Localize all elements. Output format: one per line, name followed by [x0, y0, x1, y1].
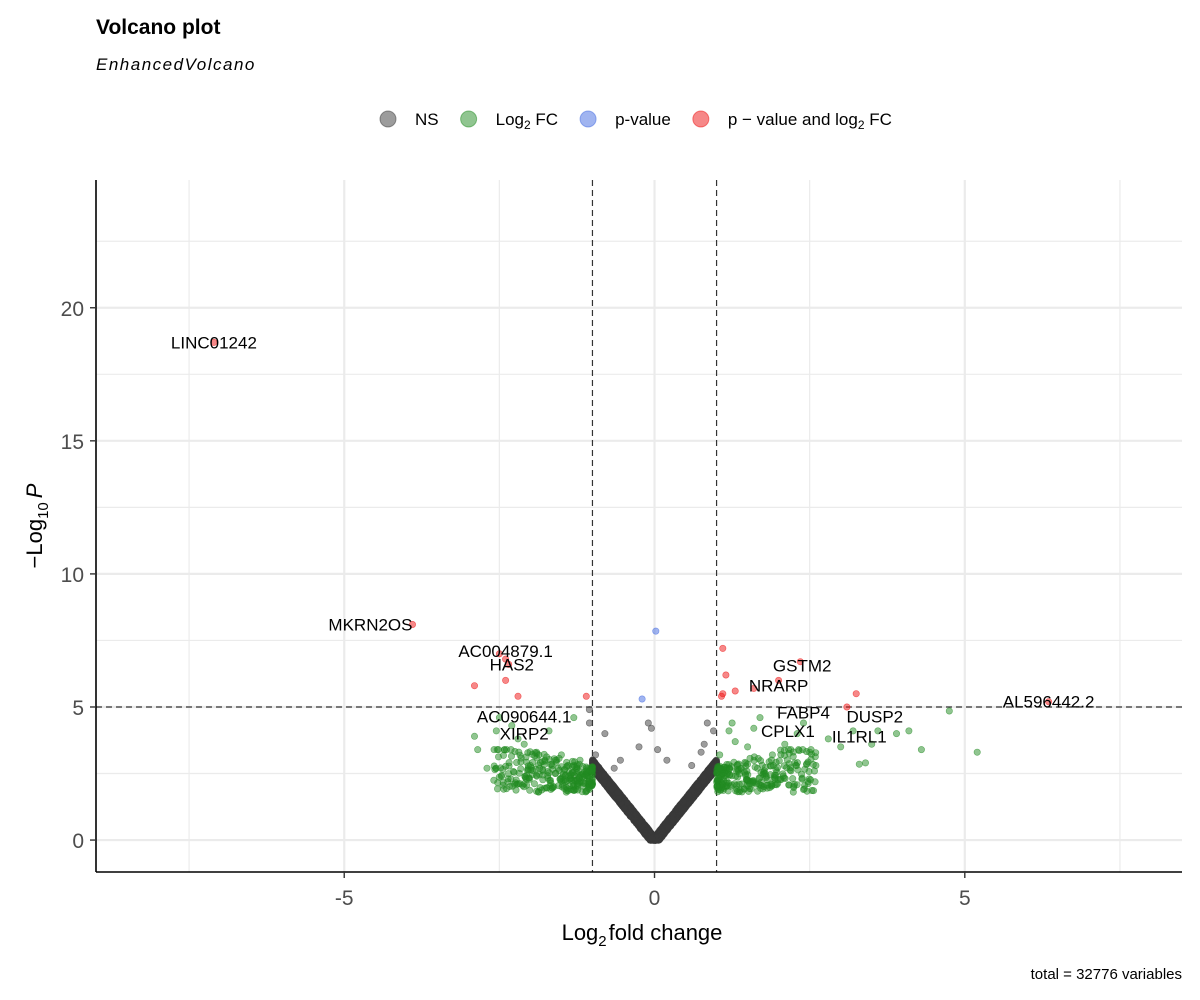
legend-label: NS: [415, 110, 439, 129]
point-ns: [636, 818, 644, 826]
point-ns: [616, 756, 624, 764]
legend-item-both: p − value and log2 FC: [692, 110, 892, 132]
point-ns: [669, 815, 677, 823]
point-ns: [654, 746, 662, 754]
legend-item-fc: Log2 FC: [460, 110, 558, 132]
data-points: [210, 338, 1053, 844]
point-ns: [592, 751, 600, 759]
point-fc: [497, 772, 505, 780]
point-ns: [694, 782, 702, 790]
point-ns: [648, 834, 656, 842]
point-ns: [664, 824, 672, 832]
point-ns: [663, 756, 671, 764]
point-ns: [601, 730, 609, 738]
point-ns: [684, 791, 692, 799]
grid: [96, 180, 1182, 872]
point-ns: [635, 743, 643, 751]
point-ns: [697, 748, 705, 756]
cutoff-lines: [96, 180, 1182, 872]
legend-swatch: [579, 110, 597, 128]
point-ns: [705, 766, 713, 774]
point-ns: [632, 810, 640, 818]
point-ns: [709, 727, 717, 735]
point-ns: [627, 804, 635, 812]
point-ns: [703, 719, 711, 727]
point-ns: [585, 719, 593, 727]
point-ns: [601, 772, 609, 780]
chart-title: Volcano plot: [96, 16, 220, 39]
point-ns: [688, 761, 696, 769]
point-ns: [679, 798, 687, 806]
legend-swatch: [692, 110, 710, 128]
point-ns: [700, 740, 708, 748]
point-ns: [615, 795, 623, 803]
legend-label: Log2 FC: [496, 110, 558, 132]
point-ns: [620, 804, 628, 812]
point-ns: [600, 779, 608, 787]
legend-swatch: [460, 110, 478, 128]
point-ns: [585, 706, 593, 714]
legend-item-ns: NS: [379, 110, 439, 129]
chart-subtitle: EnhancedVolcano: [96, 55, 256, 74]
point-ns: [647, 724, 655, 732]
point-ns: [674, 803, 682, 811]
legend-label: p − value and log2 FC: [728, 110, 892, 132]
legend-swatch: [379, 110, 397, 128]
legend: NS Log2 FC p-value p − value and log2 FC: [379, 110, 892, 132]
point-ns: [610, 764, 618, 772]
point-ns: [608, 785, 616, 793]
legend-label: p-value: [615, 110, 671, 129]
point-ns: [614, 788, 622, 796]
legend-item-p: p-value: [579, 110, 671, 129]
point-ns: [699, 773, 707, 781]
